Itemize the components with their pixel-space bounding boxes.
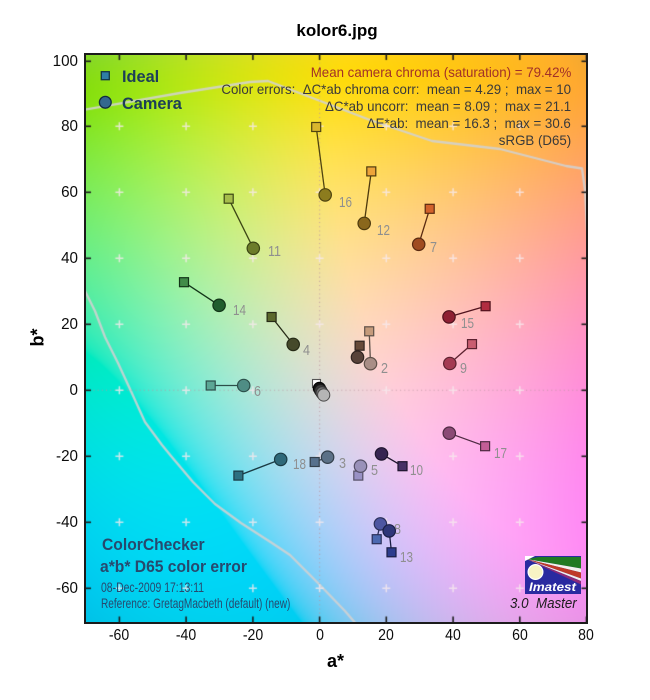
svg-text:2: 2 [381, 361, 388, 377]
svg-text:16: 16 [339, 195, 352, 211]
svg-text:10: 10 [410, 463, 423, 479]
svg-text:18: 18 [293, 457, 306, 473]
svg-text:17: 17 [494, 446, 507, 462]
svg-text:3: 3 [339, 456, 346, 472]
svg-text:15: 15 [461, 316, 474, 332]
svg-text:4: 4 [303, 343, 310, 359]
svg-text:11: 11 [268, 244, 281, 260]
svg-text:Imatest: Imatest [529, 580, 577, 594]
svg-text:12: 12 [377, 223, 390, 239]
svg-text:5: 5 [371, 463, 378, 479]
svg-text:7: 7 [430, 240, 437, 256]
svg-text:6: 6 [254, 384, 261, 400]
svg-text:8: 8 [394, 522, 401, 538]
svg-text:14: 14 [233, 303, 246, 319]
svg-text:13: 13 [400, 550, 413, 566]
svg-text:9: 9 [460, 361, 467, 377]
